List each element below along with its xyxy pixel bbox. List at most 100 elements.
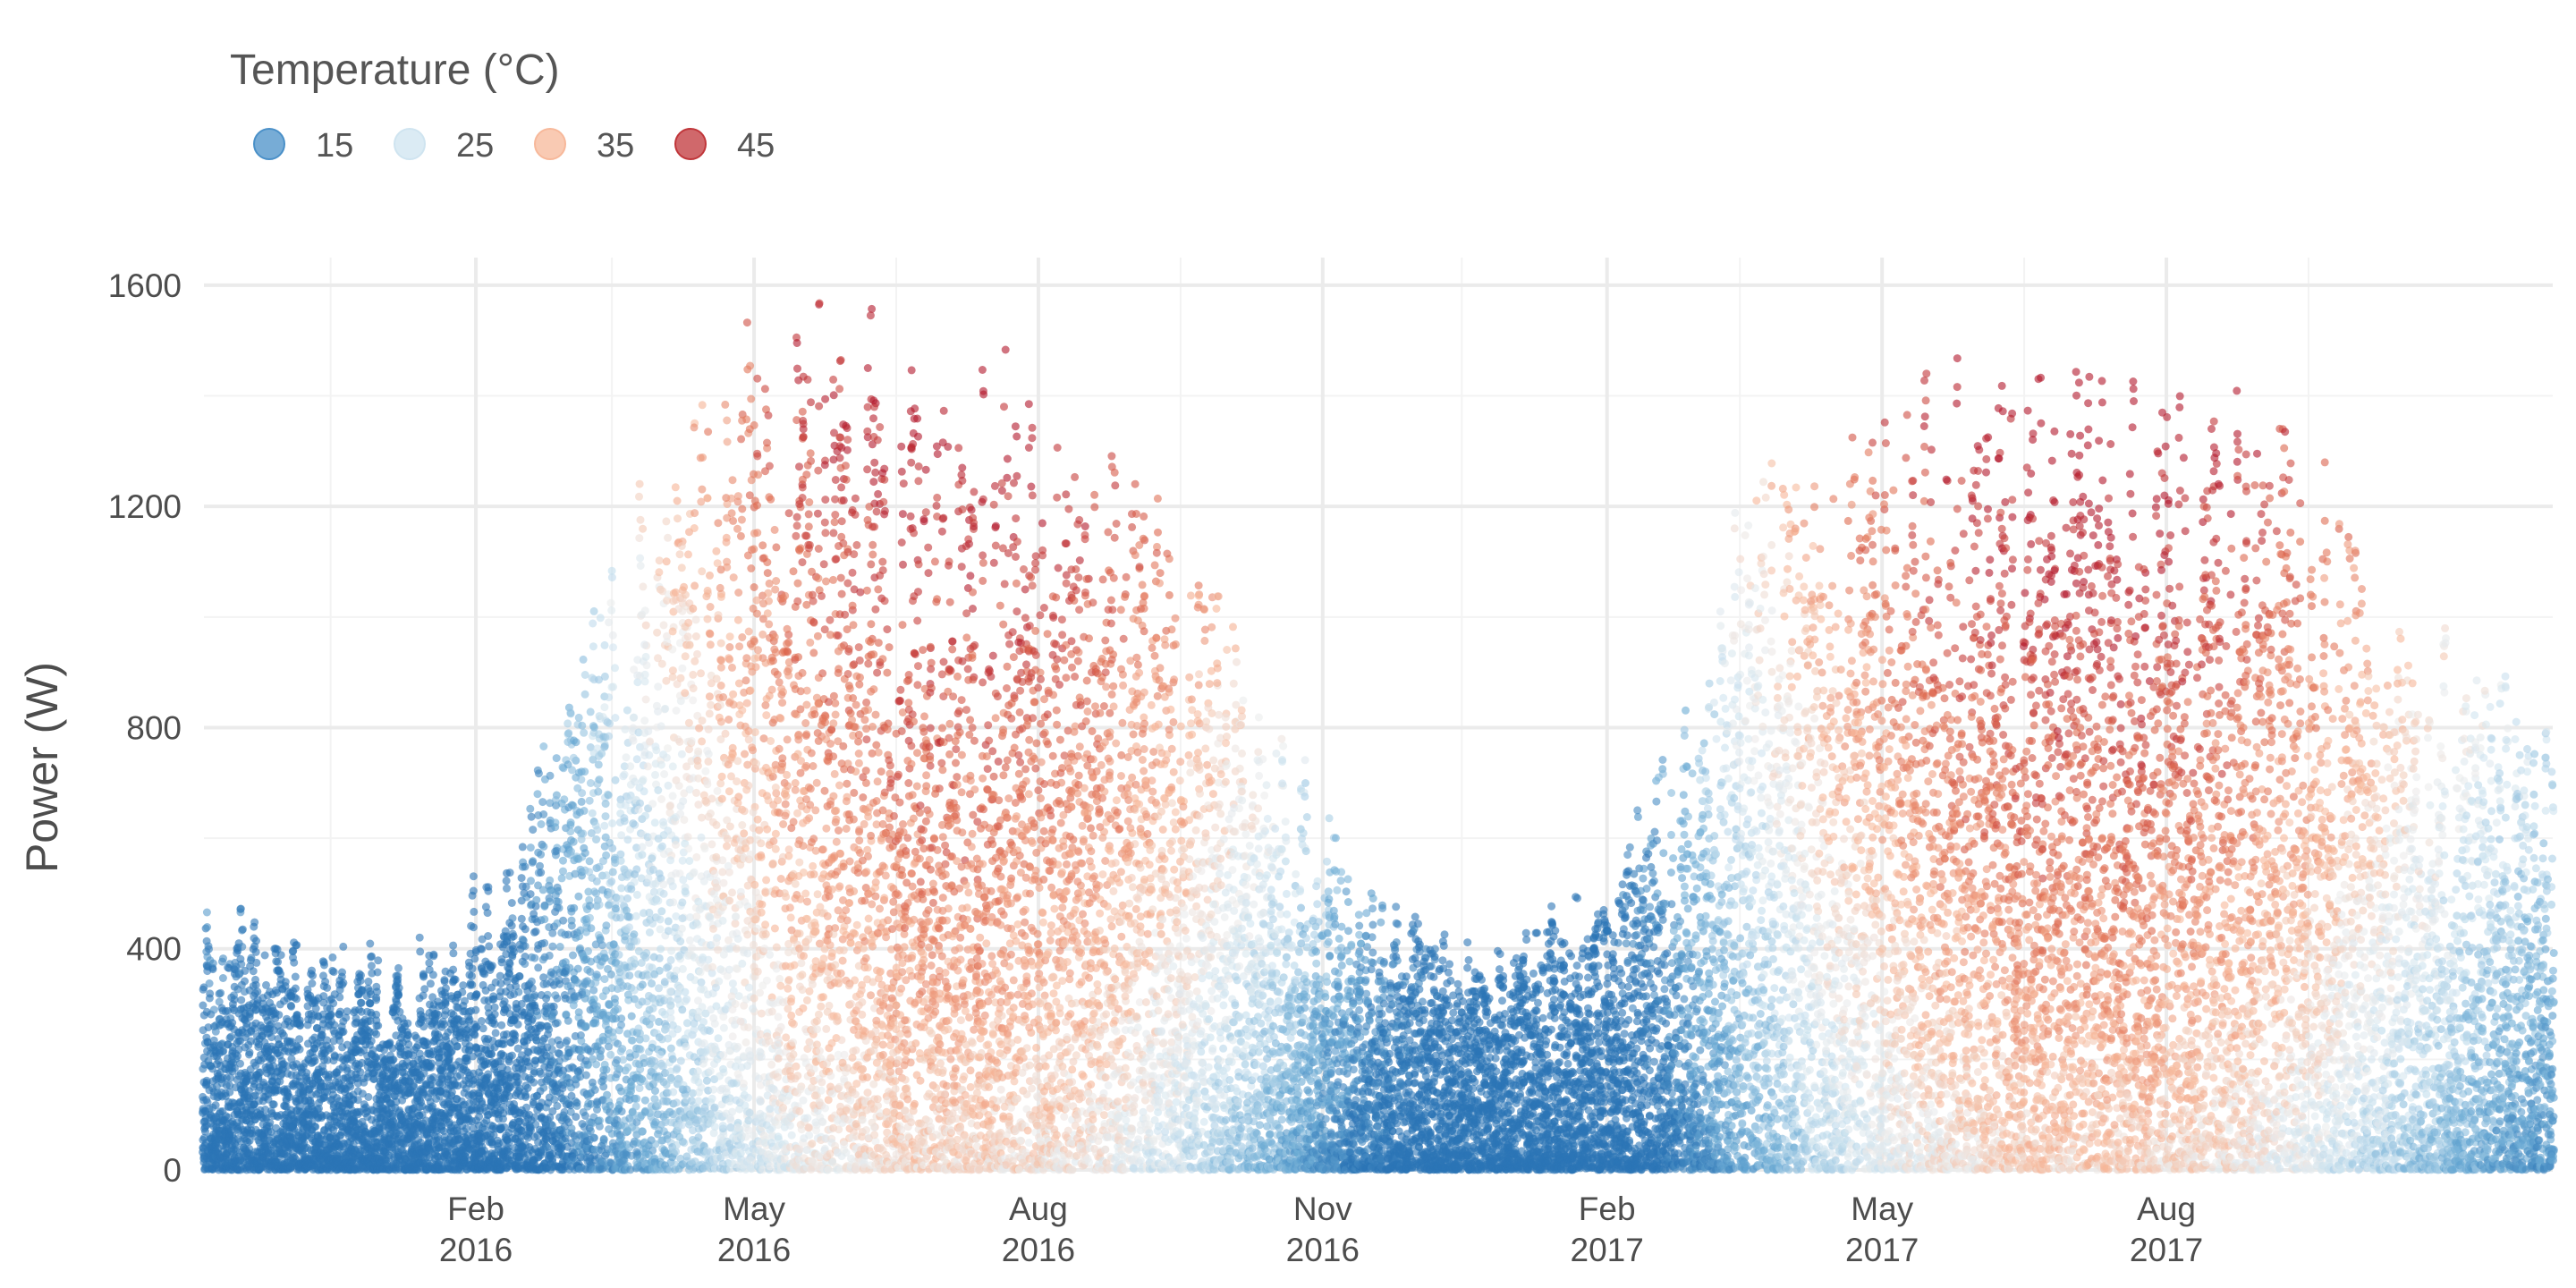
data-point — [623, 894, 631, 902]
data-point — [545, 1026, 553, 1034]
data-point — [578, 798, 586, 806]
data-point — [600, 1135, 608, 1143]
data-point — [597, 614, 605, 622]
data-point — [600, 954, 608, 962]
data-point — [403, 1020, 411, 1028]
data-point — [588, 674, 596, 682]
data-point — [542, 995, 550, 1003]
data-point — [595, 760, 603, 768]
data-point — [564, 719, 572, 727]
data-point — [607, 606, 615, 614]
data-point — [206, 979, 214, 987]
data-point — [532, 896, 540, 904]
data-point — [326, 1044, 335, 1052]
data-point — [601, 1061, 609, 1069]
data-point — [394, 991, 402, 999]
data-point — [339, 943, 347, 951]
data-point — [606, 1102, 614, 1110]
data-point — [592, 835, 600, 843]
data-point — [598, 941, 606, 949]
data-point — [526, 805, 534, 813]
data-point — [575, 714, 583, 722]
data-point — [570, 1001, 578, 1009]
data-point — [580, 844, 588, 852]
data-point — [505, 965, 513, 973]
data-point — [338, 969, 346, 977]
data-point — [605, 792, 613, 800]
data-point — [601, 641, 609, 649]
data-point — [570, 838, 578, 846]
data-point — [275, 1011, 283, 1019]
data-point — [616, 851, 624, 859]
data-point — [252, 948, 260, 956]
data-point — [238, 943, 246, 951]
data-point — [555, 887, 563, 895]
data-point — [372, 983, 380, 991]
data-point — [527, 877, 535, 885]
data-point — [586, 857, 594, 865]
data-point — [590, 607, 598, 615]
data-point — [502, 928, 510, 936]
data-point — [611, 714, 619, 722]
legend-label-25: 25 — [456, 127, 494, 165]
data-point — [373, 1021, 381, 1030]
data-point — [404, 1031, 412, 1039]
data-point — [626, 762, 634, 770]
data-point — [577, 775, 585, 784]
data-point — [586, 914, 594, 922]
data-point — [292, 995, 301, 1003]
data-point — [564, 1017, 572, 1025]
data-point — [628, 1013, 636, 1021]
data-point — [292, 973, 300, 981]
data-point — [538, 820, 546, 828]
data-point — [236, 1060, 244, 1068]
data-point — [479, 1024, 487, 1032]
data-point — [615, 951, 623, 959]
data-point — [621, 725, 629, 733]
data-point — [528, 978, 536, 986]
data-point — [449, 942, 457, 950]
data-point — [292, 941, 300, 949]
data-point — [611, 664, 619, 672]
data-point — [428, 1060, 436, 1068]
data-point — [539, 810, 547, 818]
data-point — [516, 972, 524, 980]
data-point — [608, 844, 616, 852]
data-point — [554, 995, 562, 1003]
data-point — [551, 848, 559, 856]
legend-title: Temperature (°C) — [230, 47, 560, 94]
data-point — [529, 826, 537, 834]
data-point — [630, 955, 638, 963]
data-point — [629, 819, 637, 827]
data-point — [250, 919, 258, 927]
data-point — [429, 952, 437, 960]
data-point — [209, 965, 217, 973]
data-point — [625, 971, 633, 979]
data-point — [623, 753, 631, 761]
data-point — [275, 1078, 284, 1086]
data-point — [539, 843, 547, 851]
data-point — [579, 829, 587, 837]
data-point — [603, 1091, 611, 1099]
data-point — [635, 534, 643, 542]
data-point — [600, 822, 608, 830]
data-point — [540, 939, 548, 947]
data-point — [643, 661, 651, 669]
data-point — [453, 1042, 462, 1050]
data-point — [537, 851, 545, 859]
data-point — [570, 754, 578, 762]
data-point — [559, 868, 567, 876]
data-point — [527, 843, 535, 852]
data-point — [596, 901, 604, 909]
data-point — [227, 1033, 235, 1041]
data-point — [497, 1021, 505, 1030]
data-point — [527, 890, 535, 898]
data-point — [410, 1082, 418, 1090]
data-point — [252, 937, 260, 945]
legend-label-35: 35 — [597, 127, 634, 165]
data-point — [632, 937, 640, 945]
data-point — [468, 972, 476, 980]
data-point — [627, 886, 635, 894]
data-point — [478, 945, 486, 953]
